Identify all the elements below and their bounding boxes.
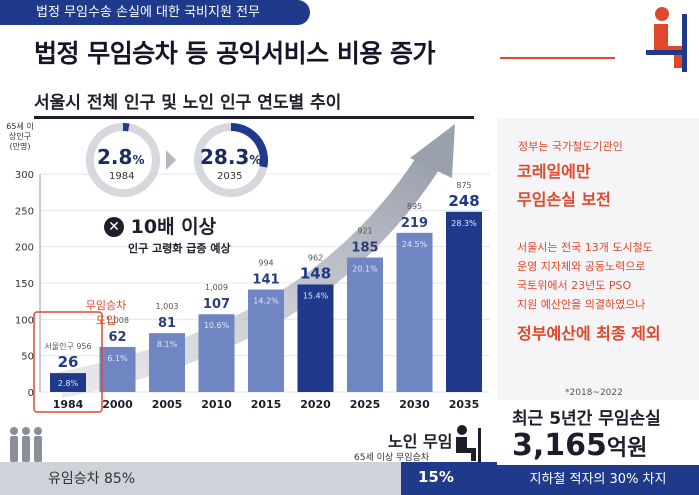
bar-chart: 2.8% 26 서울인구 956 6.1% 62 1,008 8.1% 81 1,003 10.6… [15, 123, 490, 413]
header-tag: 법정 무임수송 손실에 대한 국비지원 전무 [0, 0, 310, 25]
seoul-paragraph: 서울시는 전국 13개 도시철도 운영 지자체와 공동노력으로 국토위에서 23년… [517, 241, 653, 311]
x-tick-2035: 2035 [449, 398, 480, 411]
total-pop-1984: 서울인구 956 [44, 341, 91, 351]
circle-left-value: 2.8% [97, 145, 145, 169]
x-tick-2030: 2030 [399, 398, 430, 411]
bar-2035 [446, 211, 482, 392]
y-tick-label: 300 [15, 170, 34, 181]
circle-right-value: 28.3% [200, 145, 262, 169]
x10-subtitle: 인구 고령화 급증 예상 [128, 242, 231, 255]
value-label-2035: 248 [448, 192, 479, 210]
value-label-1984: 26 [58, 353, 79, 371]
value-label-2000: 62 [108, 330, 126, 345]
free-ride-title: 노인 무임 [388, 432, 453, 451]
people-icon [6, 425, 46, 469]
total-pop-2020: 962 [308, 253, 323, 262]
bar-2015 [248, 289, 284, 392]
y-tick-label: 150 [15, 279, 34, 290]
share-label-2015: 14.2% [253, 297, 279, 306]
share-label-2020: 15.4% [303, 291, 329, 300]
x-mark-icon: ✕ [104, 217, 124, 237]
share-label-1984: 2.8% [58, 379, 79, 388]
x-tick-2025: 2025 [350, 398, 381, 411]
y-tick-label: 200 [15, 243, 34, 254]
share-label-2035: 28.3% [451, 219, 477, 228]
paid-ride-bar [0, 462, 401, 495]
page-title: 법정 무임승차 등 공익서비스 비용 증가 [34, 39, 436, 68]
loss-value: 3,165억원 [512, 428, 648, 463]
chart-title: 서울시 전체 인구 및 노인 인구 연도별 추이 [34, 93, 342, 113]
x-tick-1984: 1984 [53, 398, 84, 411]
total-pop-2005: 1,003 [156, 302, 179, 311]
y-axis-label: 65세 이상인구 (만명) [6, 122, 34, 151]
title-rule [500, 57, 615, 59]
x-tick-2010: 2010 [201, 398, 232, 411]
total-pop-2025: 921 [357, 227, 372, 236]
x-tick-2020: 2020 [300, 398, 331, 411]
y-tick-label: 100 [15, 315, 34, 326]
circle-left-year: 1984 [109, 171, 135, 182]
circle-2035 [194, 123, 268, 197]
deficit-badge: 지하철 적자의 30% 차지 [497, 465, 699, 495]
period-note: *2018~2022 [565, 388, 623, 398]
chart-title-rule [34, 116, 474, 119]
intro-label: 무임승차 도입 [85, 299, 127, 327]
bar-2010 [198, 314, 235, 392]
right-panel [497, 118, 699, 400]
gov-note: 정부는 국가철도기관인 [518, 140, 623, 153]
total-pop-2000: 1,008 [106, 316, 129, 325]
share-label-2000: 6.1% [107, 354, 128, 363]
trend-arrow-head [410, 124, 455, 178]
x10-callout: ✕ 10배 이상 [104, 212, 216, 239]
y-tick-label: 250 [15, 206, 34, 217]
y-tick-label: 0 [28, 388, 34, 399]
bar-2005 [149, 333, 185, 392]
value-label-2015: 141 [252, 273, 279, 288]
loss-title: 최근 5년간 무임손실 [512, 409, 661, 429]
elderly-seat-icon [640, 4, 696, 80]
paid-ride-label: 유임승차 85% [48, 471, 136, 487]
value-label-2025: 185 [351, 241, 378, 256]
bar-2020 [297, 284, 334, 392]
circle-1984 [86, 123, 160, 197]
bar-2025 [347, 257, 383, 392]
highlight-box-1984 [33, 311, 103, 413]
share-label-2005: 8.1% [157, 340, 178, 349]
share-label-2025: 20.1% [352, 265, 378, 274]
free-ride-percent: 15% [418, 468, 454, 486]
free-ride-bar [401, 462, 497, 495]
bar-2030 [396, 232, 433, 392]
seated-person-icon [450, 424, 484, 466]
x-tick-2000: 2000 [102, 398, 133, 411]
total-pop-2015: 994 [258, 259, 273, 268]
bar-1984 [50, 373, 86, 392]
x-tick-2015: 2015 [251, 398, 282, 411]
korail-highlight: 코레일에만 무임손실 보전 [517, 162, 611, 209]
total-pop-2030: 895 [407, 202, 422, 211]
value-label-2020: 148 [300, 264, 331, 282]
circle-arrow-icon [166, 150, 176, 170]
share-label-2010: 10.6% [204, 321, 230, 330]
total-pop-2035: 875 [456, 181, 471, 190]
free-ride-subtitle: 65세 이상 무임승차 [354, 453, 430, 463]
value-label-2005: 81 [158, 316, 176, 331]
y-tick-label: 50 [21, 352, 34, 363]
circle-right-year: 2035 [217, 171, 243, 182]
bar-2000 [99, 346, 136, 392]
value-label-2030: 219 [401, 216, 428, 231]
share-label-2030: 24.5% [402, 240, 428, 249]
value-label-2010: 107 [203, 297, 230, 312]
budget-excluded: 정부예산에 최종 제외 [517, 324, 661, 343]
total-pop-2010: 1,009 [205, 283, 228, 292]
x-tick-2005: 2005 [152, 398, 183, 411]
